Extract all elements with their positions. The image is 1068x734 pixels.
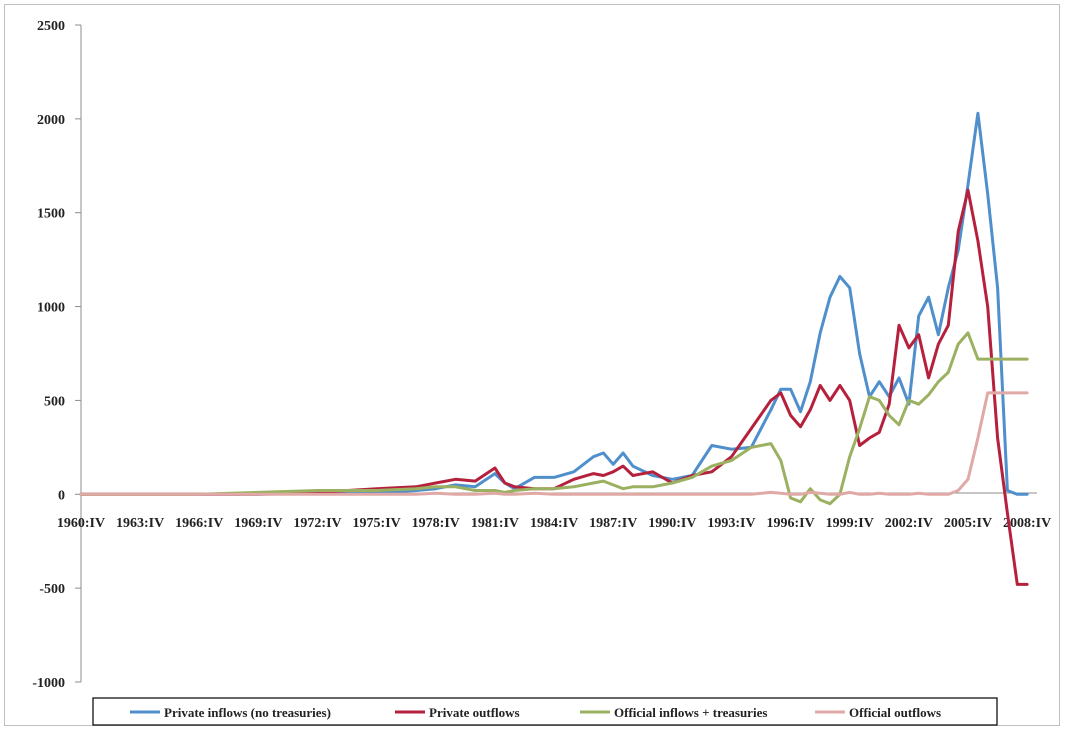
x-tick-label: 1969:IV	[234, 516, 282, 531]
series-line-1	[79, 188, 1029, 586]
legend-label-3: Official outflows	[849, 705, 941, 720]
chart-frame: 2500 2000 1500 1000 500 0 -500 -1000 1960:IV 196…	[4, 4, 1060, 726]
x-tick-label: 1972:IV	[293, 516, 341, 531]
y-tick-label: -1000	[32, 676, 65, 691]
y-axis-ticks: 2500 2000 1500 1000 500 0 -500 -1000	[32, 19, 81, 691]
y-tick-label: 1500	[37, 207, 65, 222]
y-tick-label: 2500	[37, 19, 65, 34]
legend-label-1: Private outflows	[429, 705, 520, 720]
series-line-3	[79, 391, 1029, 496]
x-tick-label: 1990:IV	[648, 516, 696, 531]
x-tick-label: 1981:IV	[471, 516, 519, 531]
y-tick-label: 2000	[37, 113, 65, 128]
y-tick-label: 1000	[37, 301, 65, 316]
x-tick-label: 2008:IV	[1003, 516, 1051, 531]
x-tick-label: 1999:IV	[826, 516, 874, 531]
y-tick-label: -500	[39, 582, 65, 597]
x-tick-label: 1978:IV	[412, 516, 460, 531]
x-tick-label: 1987:IV	[589, 516, 637, 531]
x-tick-label: 1966:IV	[175, 516, 223, 531]
x-tick-label: 2005:IV	[944, 516, 992, 531]
x-tick-label: 1993:IV	[707, 516, 755, 531]
x-tick-label: 1975:IV	[353, 516, 401, 531]
x-axis-tick-labels: 1960:IV 1963:IV 1966:IV 1969:IV 1972:IV 1975:…	[57, 516, 1051, 531]
series-lines	[79, 111, 1029, 586]
x-tick-label: 1984:IV	[530, 516, 578, 531]
x-tick-label: 2002:IV	[885, 516, 933, 531]
x-tick-label: 1963:IV	[116, 516, 164, 531]
series-line-0	[79, 111, 1029, 496]
legend: Private inflows (no treasuries) Private o…	[92, 697, 998, 726]
legend-label-2: Official inflows + treasuries	[614, 705, 767, 720]
y-tick-label: 0	[58, 488, 65, 503]
series-line-2	[79, 331, 1029, 506]
legend-box	[92, 697, 998, 726]
x-tick-label: 1996:IV	[766, 516, 814, 531]
x-tick-label: 1960:IV	[57, 516, 105, 531]
legend-label-0: Private inflows (no treasuries)	[164, 705, 331, 720]
y-tick-label: 500	[44, 394, 65, 409]
